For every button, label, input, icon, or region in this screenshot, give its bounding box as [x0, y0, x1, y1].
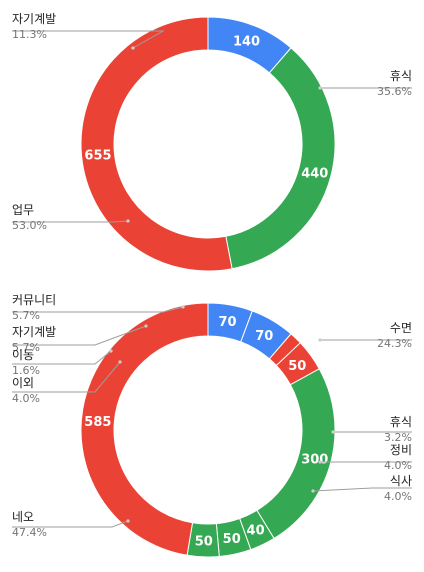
leader-dot: [318, 460, 322, 464]
slice-percent-label: 5.7%: [12, 309, 40, 322]
slice-value-label: 300: [301, 452, 328, 467]
leader-dot: [318, 338, 322, 342]
leader-dot: [181, 305, 185, 309]
slice-category-label: 이동: [12, 348, 34, 362]
donut-chart-1: 140 자기계발 11.3% 440 휴식 35.6% 655 업무 53.0%: [12, 12, 412, 272]
leader-line: [12, 361, 121, 393]
slice-value-label: 70: [219, 315, 237, 330]
leader-line: [12, 220, 129, 223]
slice-value-label: 50: [195, 534, 213, 549]
slice-category-label: 업무: [12, 203, 34, 217]
slice-value-label: 440: [301, 166, 328, 181]
slice-percent-label: 4.0%: [384, 490, 412, 503]
slice-category-label: 휴식: [390, 69, 412, 83]
leader-dot: [131, 46, 135, 50]
leader-line: [312, 487, 412, 492]
slice-percent-label: 4.0%: [384, 459, 412, 472]
donut-slice: [80, 16, 233, 272]
slice-category-label: 네오: [12, 510, 34, 524]
slice-value-label: 655: [84, 149, 111, 164]
slice-percent-label: 24.3%: [377, 337, 412, 350]
donut-slice: [80, 302, 209, 556]
slice-percent-label: 53.0%: [12, 219, 47, 232]
leader-dot: [109, 349, 113, 353]
slice-category-label: 이외: [12, 376, 34, 390]
slice-percent-label: 5.7%: [12, 341, 40, 354]
leader-line: [12, 306, 184, 313]
slice-value-label: 40: [247, 524, 265, 539]
slice-category-label: 수면: [390, 321, 412, 335]
leader-dot: [311, 489, 315, 493]
slice-value-label: 70: [255, 329, 273, 344]
slice-percent-label: 4.0%: [12, 392, 40, 405]
leader-line: [12, 520, 129, 528]
leader-dot: [126, 519, 130, 523]
slice-category-label: 정비: [390, 443, 412, 457]
slice-percent-label: 11.3%: [12, 28, 47, 41]
leader-dot: [144, 324, 148, 328]
leader-dot: [126, 219, 130, 223]
slice-value-label: 50: [223, 532, 241, 547]
leader-dot: [331, 430, 335, 434]
slice-category-label: 식사: [390, 474, 412, 488]
slice-percent-label: 35.6%: [377, 85, 412, 98]
slice-percent-label: 47.4%: [12, 526, 47, 539]
donut-slice: [225, 47, 336, 270]
slice-value-label: 585: [84, 415, 111, 430]
leader-line: [12, 325, 147, 346]
slice-percent-label: 1.6%: [12, 364, 40, 377]
leader-dot: [118, 360, 122, 364]
leader-dot: [318, 86, 322, 90]
slice-percent-label: 3.2%: [384, 431, 412, 444]
slice-category-label: 자기계발: [12, 325, 56, 339]
slice-category-label: 자기계발: [12, 12, 56, 26]
leader-line: [12, 350, 112, 365]
slice-value-label: 50: [288, 359, 306, 374]
slice-value-label: 140: [233, 34, 260, 49]
slice-category-label: 휴식: [390, 415, 412, 429]
slice-category-label: 커뮤니티: [12, 293, 56, 307]
leader-line: [12, 30, 165, 49]
